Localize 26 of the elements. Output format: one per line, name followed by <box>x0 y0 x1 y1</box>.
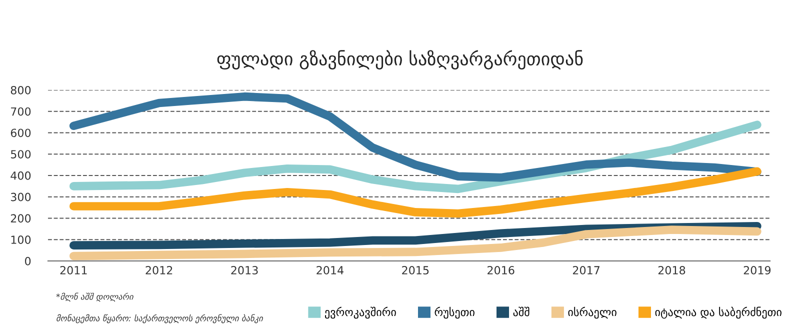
x-tick-label: 2013 <box>231 266 258 274</box>
y-tick-label: 200 <box>10 214 31 223</box>
legend-label: ისრაელი <box>568 306 616 319</box>
y-tick-label: 0 <box>24 256 31 266</box>
x-tick-label: 2018 <box>658 266 686 274</box>
x-tick-label: 2011 <box>60 266 87 274</box>
y-tick-label: 800 <box>10 86 31 94</box>
y-tick-label: 100 <box>11 236 31 244</box>
legend-label: რუსეთი <box>434 306 474 319</box>
y-tick-label: 300 <box>10 192 31 202</box>
x-tick-label: 2019 <box>744 266 771 274</box>
text: *მლნ აშშ დოლარი <box>56 292 134 302</box>
x-tick-label: 2015 <box>402 266 429 274</box>
chart-title: ფულადი გზავნილები საზღვარგარეთიდან <box>217 50 583 70</box>
y-tick-label: 500 <box>10 150 31 158</box>
legend-label: აშშ <box>513 306 530 316</box>
x-tick-label: 2016 <box>488 266 514 274</box>
x-tick-label: 2017 <box>572 266 600 274</box>
y-tick-label: 600 <box>10 128 31 138</box>
x-tick-label: 2012 <box>146 266 172 274</box>
y-tick-label: 400 <box>10 171 31 180</box>
legend-label: ევროკავშირი <box>324 306 396 319</box>
x-tick-label: 2014 <box>316 266 344 274</box>
y-tick-label: 700 <box>11 107 31 116</box>
legend-label: იტალია და საბერძნეთი <box>655 306 782 319</box>
text: მონაცემთა წყარო: საქართველოს ეროვნული ბანკი <box>56 314 263 324</box>
